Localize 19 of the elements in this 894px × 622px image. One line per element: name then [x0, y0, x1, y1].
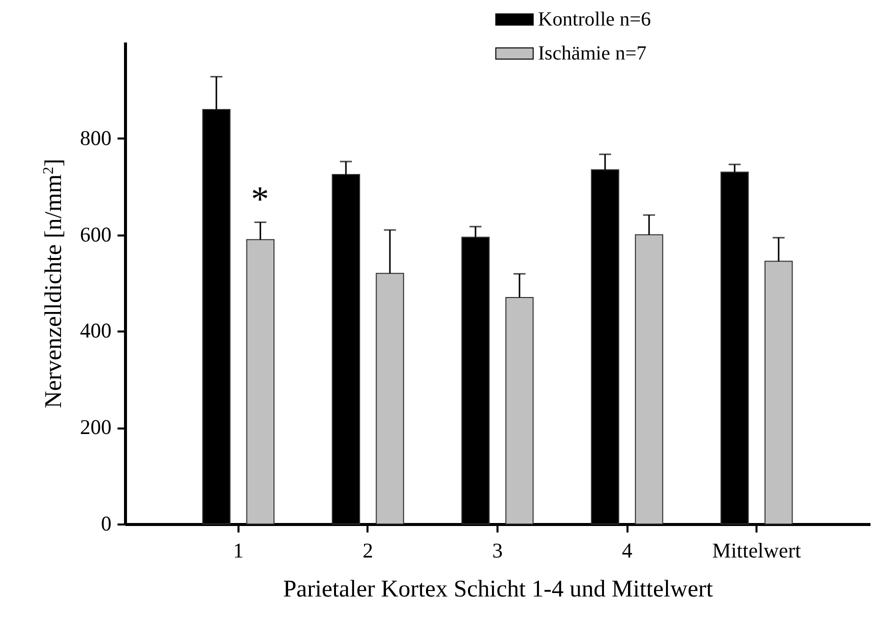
bar	[505, 296, 534, 524]
x-tick-label: 3	[492, 538, 503, 562]
y-tick-label: 800	[80, 126, 112, 150]
annotation: *	[251, 179, 269, 219]
bar	[764, 260, 793, 524]
bar	[376, 272, 404, 524]
x-axis-title: Parietaler Kortex Schicht 1-4 und Mittelwert	[283, 576, 714, 602]
bar	[246, 239, 274, 524]
y-tick-label: 0	[101, 512, 112, 536]
y-tick-label: 200	[80, 415, 112, 440]
bar	[634, 234, 664, 524]
y-tick-label: 400	[80, 318, 112, 343]
legend-label: Kontrolle n=6	[538, 8, 651, 30]
x-tick-label: Mittelwert	[712, 538, 802, 562]
x-tick-label: 4	[622, 538, 633, 562]
y-tick-label: 600	[80, 222, 112, 246]
x-tick-label: 2	[362, 538, 374, 562]
x-tick-label: 1	[233, 538, 244, 562]
legend-label: Ischämie n=7	[538, 42, 646, 64]
